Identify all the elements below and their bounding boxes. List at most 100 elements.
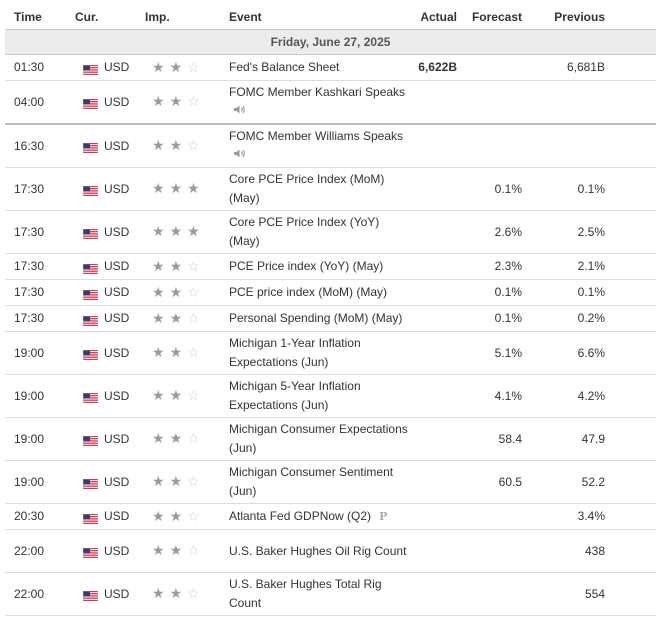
table-row[interactable]: 01:30 USD ★★☆ Fed's Balance Sheet 6,622B 6,68… [5, 54, 656, 81]
row-event: Core PCE Price Index (MoM) (May) [229, 172, 385, 205]
header-time[interactable]: Time [5, 5, 75, 30]
header-importance[interactable]: Imp. [145, 5, 229, 30]
star-icon: ★ [152, 430, 170, 446]
date-label: Friday, June 27, 2025 [5, 29, 656, 55]
event-link[interactable]: Michigan Consumer Expectations (Jun) [229, 420, 412, 458]
event-link[interactable]: Atlanta Fed GDPNow (Q2) P [229, 507, 412, 526]
event-link[interactable]: Fed's Balance Sheet [229, 58, 412, 77]
event-link[interactable]: U.S. Baker Hughes Total Rig Count [229, 575, 412, 613]
row-time: 22:00 [5, 529, 75, 573]
row-previous: 554 [522, 572, 605, 616]
table-row[interactable]: 04:00 USD ★★☆ FOMC Member Kashkari Speaks [5, 80, 656, 125]
star-icon: ★ [169, 387, 188, 403]
row-forecast: 2.6% [457, 210, 522, 254]
row-event: Michigan Consumer Sentiment (Jun) [229, 465, 394, 498]
row-event: FOMC Member Williams Speaks [229, 128, 404, 143]
us-flag-icon [82, 62, 99, 76]
table-row[interactable]: 22:00 USD ★★☆ U.S. Baker Hughes Total Rig C… [5, 572, 656, 616]
row-time: 17:30 [5, 279, 75, 306]
row-forecast: 0.1% [457, 305, 522, 332]
table-row[interactable]: 19:00 USD ★★☆ Michigan Consumer Sentiment (… [5, 460, 656, 504]
event-link[interactable]: PCE price index (MoM) (May) [229, 283, 412, 302]
table-row[interactable]: 17:30 USD ★★★ Core PCE Price Index (MoM) (M… [5, 167, 656, 211]
row-previous: 0.2% [522, 305, 605, 332]
table-row[interactable]: 17:30 USD ★★☆ PCE price index (MoM) (May) 0.… [5, 279, 656, 306]
table-row[interactable]: 19:00 USD ★★☆ Michigan 1-Year Inflation Exp… [5, 331, 656, 375]
star-icon: ★ [152, 93, 170, 109]
row-currency: USD [104, 94, 130, 109]
star-icon: ☆ [187, 58, 205, 75]
row-time: 16:30 [5, 124, 75, 168]
event-link[interactable]: FOMC Member Kashkari Speaks [229, 83, 412, 121]
row-forecast: 5.1% [457, 331, 522, 375]
speaker-icon[interactable] [233, 102, 246, 121]
table-row[interactable]: 19:00 USD ★★☆ Michigan 5-Year Inflation Exp… [5, 374, 656, 418]
row-time: 04:00 [5, 80, 75, 125]
header-previous[interactable]: Previous [522, 5, 605, 30]
header-currency[interactable]: Cur. [75, 5, 145, 30]
table-row[interactable]: 19:00 USD ★★☆ Michigan Consumer Expectation… [5, 417, 656, 461]
speaker-icon[interactable] [233, 146, 246, 165]
table-row[interactable]: 22:00 USD ★★☆ U.S. Baker Hughes Oil Rig Cou… [5, 529, 656, 573]
row-forecast: 0.1% [457, 279, 522, 306]
importance-stars: ★★☆ [152, 343, 205, 363]
star-icon: ☆ [187, 473, 205, 489]
star-icon: ☆ [187, 283, 205, 300]
header-forecast[interactable]: Forecast [457, 5, 522, 30]
row-actual [412, 253, 457, 280]
row-forecast [457, 503, 522, 530]
star-icon: ☆ [187, 507, 205, 524]
row-event: U.S. Baker Hughes Oil Rig Count [229, 543, 407, 558]
row-actual [412, 503, 457, 530]
row-forecast: 2.3% [457, 253, 522, 280]
star-icon: ☆ [187, 344, 205, 360]
header-actual[interactable]: Actual [412, 5, 457, 30]
star-icon: ★ [152, 223, 170, 239]
row-forecast [457, 54, 522, 81]
row-actual [412, 331, 457, 375]
event-link[interactable]: Michigan 1-Year Inflation Expectations (… [229, 334, 412, 372]
header-event[interactable]: Event [229, 5, 412, 30]
star-icon: ☆ [187, 387, 205, 403]
row-time: 17:30 [5, 167, 75, 211]
table-row[interactable]: 16:30 USD ★★☆ FOMC Member Williams Speaks [5, 124, 656, 168]
row-forecast [457, 80, 522, 125]
star-icon: ☆ [187, 257, 205, 274]
event-link[interactable]: Core PCE Price Index (MoM) (May) [229, 170, 412, 208]
row-event: Michigan Consumer Expectations (Jun) [229, 422, 408, 455]
row-previous: 52.2 [522, 460, 605, 504]
row-event: U.S. Baker Hughes Total Rig Count [229, 577, 382, 610]
star-icon: ★ [169, 542, 188, 558]
row-previous: 3.4% [522, 503, 605, 530]
star-icon: ★ [187, 180, 205, 196]
event-link[interactable]: Michigan Consumer Sentiment (Jun) [229, 463, 412, 501]
us-flag-icon [82, 347, 99, 361]
star-icon: ★ [152, 309, 170, 326]
table-row[interactable]: 20:30 USD ★★☆ Atlanta Fed GDPNow (Q2) P 3.4% [5, 503, 656, 530]
star-icon: ★ [169, 58, 188, 75]
event-link[interactable]: PCE Price index (YoY) (May) [229, 257, 412, 276]
star-icon: ☆ [187, 542, 205, 558]
row-currency: USD [104, 311, 130, 325]
row-currency: USD [104, 586, 130, 601]
event-link[interactable]: U.S. Baker Hughes Oil Rig Count [229, 542, 412, 561]
row-actual [412, 374, 457, 418]
event-link[interactable]: Core PCE Price Index (YoY) (May) [229, 213, 412, 251]
row-currency: USD [104, 259, 130, 273]
event-link[interactable]: Personal Spending (MoM) (May) [229, 309, 412, 328]
calendar-table: Time Cur. Imp. Event Actual Forecast Pre… [5, 5, 656, 616]
us-flag-icon [82, 476, 99, 490]
row-currency: USD [104, 474, 130, 489]
star-icon: ☆ [187, 309, 205, 326]
table-row[interactable]: 17:30 USD ★★★ Core PCE Price Index (YoY) (M… [5, 210, 656, 254]
table-row[interactable]: 17:30 USD ★★☆ Personal Spending (MoM) (May)… [5, 305, 656, 332]
row-previous: 6,681B [522, 54, 605, 81]
table-row[interactable]: 17:30 USD ★★☆ PCE Price index (YoY) (May) 2.… [5, 253, 656, 280]
date-row: Friday, June 27, 2025 [5, 29, 656, 55]
us-flag-icon [82, 96, 99, 110]
us-flag-icon [82, 261, 99, 275]
row-actual [412, 572, 457, 616]
event-link[interactable]: Michigan 5-Year Inflation Expectations (… [229, 377, 412, 415]
row-event: PCE price index (MoM) (May) [229, 285, 388, 299]
event-link[interactable]: FOMC Member Williams Speaks [229, 127, 412, 165]
